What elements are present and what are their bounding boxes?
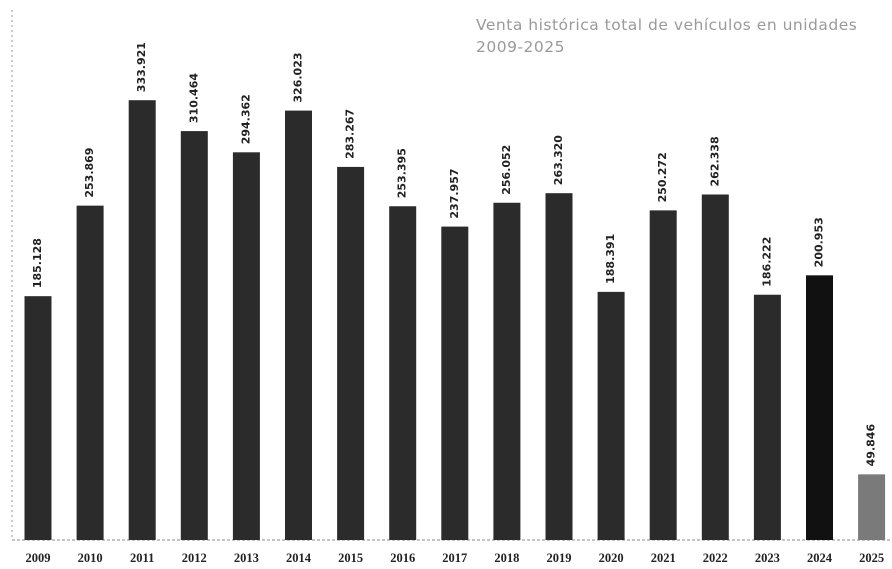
bar xyxy=(232,152,260,540)
x-tick-label: 2020 xyxy=(599,551,624,565)
value-label: 283.267 xyxy=(344,109,357,159)
value-label: 49.846 xyxy=(865,424,878,467)
bar xyxy=(76,205,104,540)
x-tick-label: 2017 xyxy=(442,551,467,565)
value-label: 263.320 xyxy=(552,135,565,185)
value-label: 185.128 xyxy=(31,238,44,288)
x-tick-label: 2016 xyxy=(390,551,415,565)
x-tick-label: 2014 xyxy=(286,551,312,565)
value-label: 200.953 xyxy=(813,217,826,267)
x-tick-label: 2012 xyxy=(182,551,207,565)
chart-title: Venta histórica total de vehículos en un… xyxy=(476,16,858,56)
bar xyxy=(128,100,156,541)
value-label: 256.052 xyxy=(500,145,513,195)
x-tick-label: 2023 xyxy=(755,551,780,565)
value-label: 326.023 xyxy=(292,52,305,102)
x-tick-label: 2013 xyxy=(234,551,259,565)
x-tick-label: 2018 xyxy=(494,551,519,565)
value-label: 186.222 xyxy=(760,237,773,287)
bar xyxy=(701,194,729,540)
value-label: 253.869 xyxy=(83,148,96,198)
bar xyxy=(285,110,312,540)
bar xyxy=(389,206,417,540)
x-tick-label: 2015 xyxy=(338,551,363,565)
bar xyxy=(806,275,833,540)
value-label: 237.957 xyxy=(448,168,461,218)
value-label: 262.338 xyxy=(708,136,721,186)
x-tick-label: 2009 xyxy=(26,551,51,565)
x-tick-label: 2019 xyxy=(547,551,572,565)
bar xyxy=(441,226,469,541)
x-tick-label: 2024 xyxy=(807,551,833,565)
value-label: 253.395 xyxy=(396,148,409,198)
value-label: 310.464 xyxy=(187,73,200,123)
value-label: 188.391 xyxy=(604,234,617,284)
bar xyxy=(180,131,208,540)
bar xyxy=(753,294,781,540)
value-label: 333.921 xyxy=(135,42,148,92)
x-tick-label: 2011 xyxy=(130,551,154,565)
x-tick-label: 2010 xyxy=(78,551,103,565)
x-tick-label: 2025 xyxy=(859,551,884,565)
bar xyxy=(24,296,52,540)
x-tick-label: 2021 xyxy=(651,551,676,565)
value-label: 250.272 xyxy=(656,152,669,202)
bar xyxy=(597,291,625,540)
bar xyxy=(649,210,677,540)
bar xyxy=(493,202,521,540)
bar xyxy=(337,166,365,541)
bar xyxy=(545,193,573,540)
bar xyxy=(858,474,886,540)
x-tick-label: 2022 xyxy=(703,551,728,565)
value-label: 294.362 xyxy=(239,94,252,144)
